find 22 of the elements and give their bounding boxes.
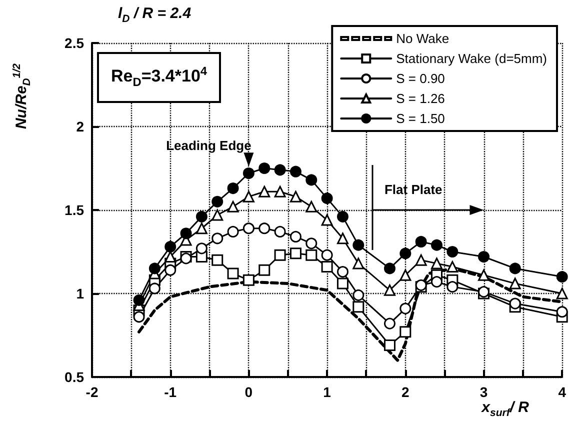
legend-label: No Wake	[396, 31, 450, 46]
legend-label: Stationary Wake (d=5mm)	[396, 51, 548, 66]
annotation: Leading Edge	[165, 138, 252, 153]
y-tick-label: 2.5	[64, 35, 84, 51]
x-tick-label: -2	[86, 384, 98, 400]
x-tick-label: 2	[402, 384, 410, 400]
y-tick-label: 1	[76, 286, 84, 302]
chart-title: l$_{D}$ / R = 2.4	[118, 5, 192, 25]
x-tick-label: 3	[480, 384, 488, 400]
x-tick-label: 0	[244, 384, 253, 400]
y-tick-label: 1.5	[64, 202, 84, 218]
y-tick-label: 0.5	[64, 369, 84, 385]
y-tick-label: 2	[76, 118, 84, 134]
x-tick-label: 4	[558, 384, 566, 400]
label-box: Re$_{D}$=3.4*10$^{4}$	[97, 52, 222, 103]
legend-label: S = 1.50	[396, 111, 445, 126]
legend-label: S = 1.26	[396, 91, 445, 106]
x-tick-label: -1	[164, 384, 177, 400]
annotation: Flat Plate	[384, 182, 442, 197]
x-tick-label: 1	[323, 384, 332, 400]
legend-label: S = 0.90	[396, 71, 445, 86]
x-axis-title: x$_{surf}$/ R	[482, 399, 529, 419]
